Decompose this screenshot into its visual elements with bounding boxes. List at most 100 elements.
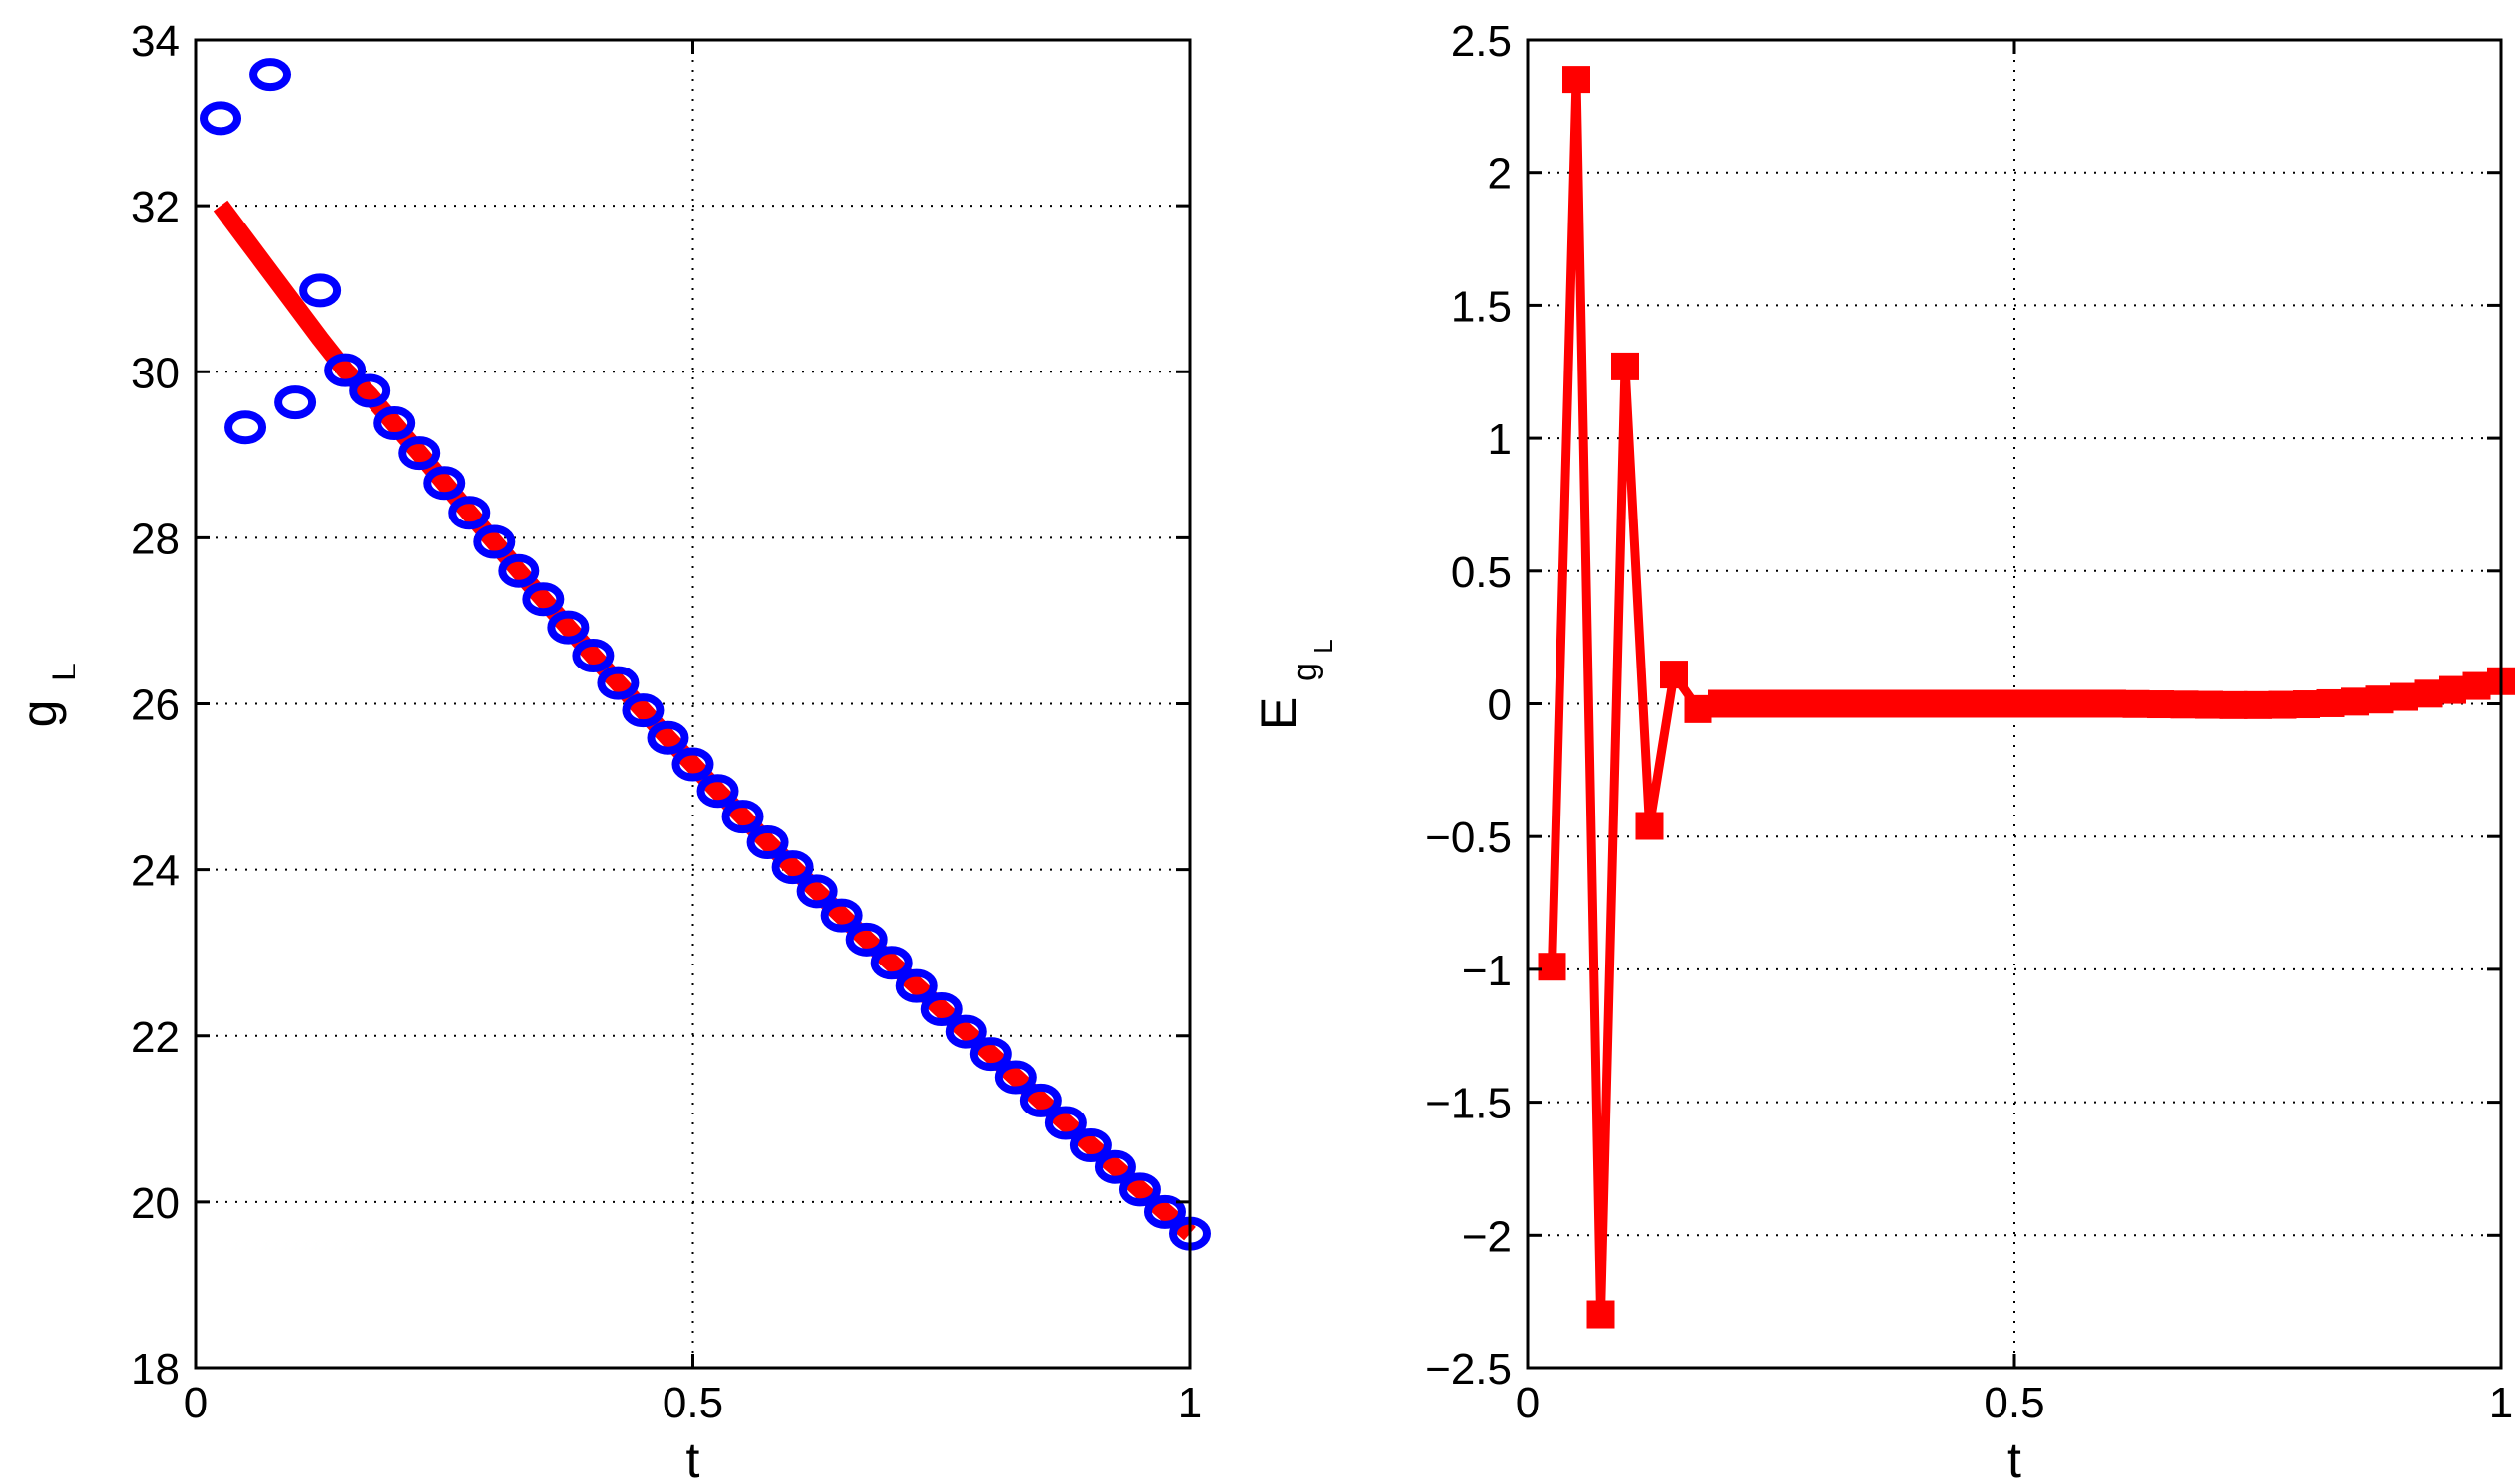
left-chart-data-point-circle xyxy=(1019,1083,1062,1117)
right-chart-data-point-square xyxy=(1684,694,1712,723)
right-chart-data-point-square xyxy=(1611,352,1639,380)
left-chart-data-point-circle xyxy=(920,992,963,1027)
right-chart-y-axis-label-main: E xyxy=(1252,697,1307,730)
right-chart-data-point-square xyxy=(1878,689,1907,718)
right-chart-data-point-square xyxy=(1806,689,1834,718)
left-chart-data-point-circle xyxy=(671,747,714,782)
right-chart-data-point-square xyxy=(1854,689,1882,718)
left-chart-plot-area xyxy=(200,58,1211,1251)
left-chart-data-point-circle xyxy=(1143,1194,1186,1229)
right-chart-data-point-square xyxy=(2365,685,2394,714)
right-chart-data-point-square xyxy=(2001,689,2028,718)
left-chart-data-point-circle xyxy=(771,850,814,885)
right-chart-data-point-square xyxy=(1927,689,1956,718)
right-chart-x-axis-label: t xyxy=(2007,1432,2021,1484)
left-chart-y-tick-label: 32 xyxy=(131,183,180,231)
right-chart-y-tick-label: 2.5 xyxy=(1451,17,1512,66)
left-chart-data-point-circle xyxy=(473,524,516,559)
left-chart-y-tick-label: 34 xyxy=(131,17,180,66)
left-chart-data-point-circle xyxy=(597,666,640,700)
right-chart-data-point-square xyxy=(2098,689,2126,718)
right-chart-x-tick-label: 1 xyxy=(2489,1379,2513,1427)
left-chart-y-tick-label: 20 xyxy=(131,1179,180,1228)
left-chart-data-point-circle xyxy=(224,410,267,445)
left-chart-x-tick-label: 0 xyxy=(184,1379,208,1427)
right-chart-data-point-square xyxy=(2049,689,2077,718)
right-chart-data-point-square xyxy=(1562,66,1590,94)
left-chart-data-point-circle xyxy=(895,968,938,1003)
right-chart-data-point-square xyxy=(1635,812,1664,840)
left-chart-y-tick-label: 24 xyxy=(131,847,180,896)
left-chart-y-tick-label: 18 xyxy=(131,1345,180,1394)
left-chart-data-point-circle xyxy=(647,720,689,755)
right-chart-y-tick-label: −1 xyxy=(1462,947,1512,995)
left-chart-data-point-circle xyxy=(448,496,491,530)
left-chart-data-point-circle xyxy=(423,466,466,501)
left-chart-data-point-circle xyxy=(200,101,242,136)
right-chart-ticks: 0 0.5 1 −2.5 −2 −1.5 −1 −0.5 0 0.5 1 1.5 2 2.5 xyxy=(1425,17,2513,1427)
right-chart-y-tick-label: 1 xyxy=(1488,415,1512,464)
left-chart-data-point-circle xyxy=(969,1037,1012,1072)
right-chart-y-tick-label: 0.5 xyxy=(1451,548,1512,597)
left-chart-data-point-circle xyxy=(845,922,888,957)
left-chart-data-point-circle xyxy=(1044,1106,1087,1140)
left-chart-y-axis-label: g L xyxy=(11,663,83,727)
right-chart-data-point-square xyxy=(2024,689,2053,718)
left-chart-data-point-circle xyxy=(994,1060,1037,1095)
left-chart-y-tick-label: 28 xyxy=(131,515,180,563)
right-chart-x-tick-label: 0.5 xyxy=(1984,1379,2044,1427)
right-chart-data-point-square xyxy=(1757,689,1785,718)
right-chart-data-point-square xyxy=(2122,689,2150,718)
right-chart-data-point-square xyxy=(1538,953,1566,981)
left-chart-data-point-circle xyxy=(249,58,292,92)
left-chart-panel: 0 0.5 1 18 20 22 24 26 28 30 32 34 t g L xyxy=(11,17,1211,1484)
left-chart-data-point-circle xyxy=(1069,1128,1112,1163)
left-chart-data-point-circle xyxy=(324,353,367,387)
right-chart-data-point-square xyxy=(1976,689,2004,718)
right-chart-data-point-square xyxy=(2293,690,2320,719)
left-chart-data-point-circle xyxy=(498,553,540,588)
left-chart-data-point-circle xyxy=(820,898,863,933)
right-chart-data-point-square xyxy=(2439,675,2466,704)
right-chart-data-point-square xyxy=(2219,690,2248,719)
left-chart-y-tick-label: 26 xyxy=(131,681,180,730)
right-chart-y-tick-label: −2.5 xyxy=(1425,1345,1512,1394)
right-chart-data-point-square xyxy=(2316,688,2345,717)
left-chart-data-point-circle xyxy=(1118,1172,1161,1207)
right-chart-data-point-square xyxy=(1732,689,1761,718)
right-chart-y-tick-label: −1.5 xyxy=(1425,1080,1512,1128)
left-chart-data-point-circle xyxy=(1094,1149,1136,1184)
right-chart-y-tick-label: 0 xyxy=(1488,681,1512,730)
left-chart-x-tick-label: 1 xyxy=(1178,1379,1202,1427)
right-chart-y-axis-label-subsubscript: L xyxy=(1308,639,1338,653)
left-chart-y-tick-label: 30 xyxy=(131,349,180,397)
right-chart-data-point-square xyxy=(1952,689,1980,718)
right-chart-data-point-square xyxy=(2341,687,2369,716)
left-chart-y-tick-label: 22 xyxy=(131,1013,180,1062)
right-chart-y-axis-label: E g L xyxy=(1252,639,1338,730)
left-chart-data-point-circle xyxy=(796,874,838,909)
right-chart-data-point-square xyxy=(2390,682,2418,711)
left-chart-data-point-circle xyxy=(696,774,739,809)
right-chart-data-point-square xyxy=(1660,661,1688,689)
left-chart-ticks: 0 0.5 1 18 20 22 24 26 28 30 32 34 xyxy=(131,17,1202,1427)
right-chart-y-tick-label: 2 xyxy=(1488,150,1512,199)
left-chart-data-point-circle xyxy=(398,436,441,471)
right-chart-data-point-square xyxy=(1830,689,1858,718)
left-chart-data-point-circle xyxy=(547,610,590,645)
right-chart-y-tick-label: −2 xyxy=(1462,1212,1512,1261)
left-chart-data-point-circle xyxy=(522,582,565,617)
right-chart-y-axis-label-subscript: g xyxy=(1286,663,1324,681)
left-chart-data-point-circle xyxy=(746,825,789,860)
left-chart-data-point-circle xyxy=(349,373,391,408)
right-chart-data-point-square xyxy=(2170,690,2199,719)
right-chart-data-point-square xyxy=(2414,679,2443,708)
right-chart-y-tick-label: 1.5 xyxy=(1451,282,1512,331)
left-chart-y-axis-label-main: g xyxy=(11,700,67,728)
right-chart-x-tick-label: 0 xyxy=(1516,1379,1540,1427)
right-chart-data-point-square xyxy=(1781,689,1810,718)
right-chart-data-point-square xyxy=(2195,690,2223,719)
right-chart-data-point-square xyxy=(1586,1300,1615,1329)
